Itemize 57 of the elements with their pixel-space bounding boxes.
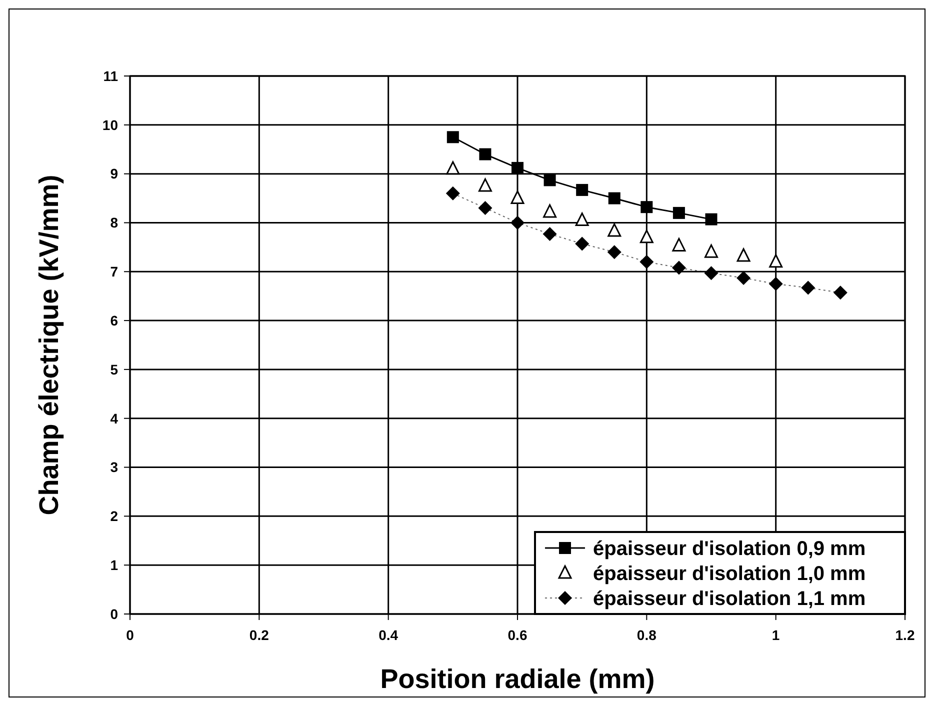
point xyxy=(704,266,718,280)
point xyxy=(704,244,718,258)
y-tick-label: 9 xyxy=(110,166,118,182)
y-tick-label: 11 xyxy=(103,68,118,84)
legend-label: épaisseur d'isolation 0,9 mm xyxy=(593,538,866,560)
point xyxy=(576,184,588,196)
point xyxy=(543,204,557,218)
point xyxy=(542,226,557,241)
point xyxy=(478,178,492,192)
point xyxy=(478,201,492,216)
point xyxy=(608,192,620,204)
point xyxy=(479,148,492,160)
x-tick-label: 0.4 xyxy=(378,627,398,643)
point xyxy=(705,213,718,226)
y-tick-label: 7 xyxy=(110,264,118,280)
y-tick-label: 5 xyxy=(110,361,118,378)
y-tick-label: 6 xyxy=(110,312,118,328)
point xyxy=(608,223,622,237)
y-tick-label: 4 xyxy=(110,410,118,426)
point xyxy=(736,270,751,285)
y-tick-label: 3 xyxy=(110,459,118,476)
x-tick-label: 0.8 xyxy=(636,627,657,643)
point xyxy=(510,216,524,230)
x-tick-label: 0.2 xyxy=(249,627,270,643)
y-tick-label: 1 xyxy=(110,556,118,573)
point xyxy=(833,286,848,300)
point xyxy=(607,245,622,260)
point xyxy=(575,236,590,251)
point xyxy=(640,201,653,214)
point xyxy=(672,238,686,252)
point xyxy=(672,206,685,219)
x-tick-label: 1 xyxy=(772,627,780,643)
point xyxy=(575,212,589,226)
legend-label: épaisseur d'isolation 1,0 mm xyxy=(593,563,866,585)
point xyxy=(446,186,460,200)
legend-label: épaisseur d'isolation 1,1 mm xyxy=(593,588,866,610)
x-tick-label: 0 xyxy=(126,627,134,643)
point xyxy=(640,254,654,269)
point xyxy=(769,254,783,268)
x-tick-label: 0.6 xyxy=(508,627,528,643)
y-tick-label: 2 xyxy=(110,508,118,524)
point xyxy=(736,248,750,262)
point xyxy=(512,162,524,174)
y-axis-title: Champ électrique (kV/mm) xyxy=(34,174,64,516)
point xyxy=(446,131,459,144)
y-tick-label: 8 xyxy=(110,214,118,231)
point xyxy=(672,260,686,275)
point xyxy=(544,174,556,186)
y-tick-label: 10 xyxy=(102,116,118,133)
y-tick-label: 0 xyxy=(110,606,118,622)
point xyxy=(446,161,460,175)
x-tick-label: 1.2 xyxy=(895,627,915,643)
point xyxy=(768,276,783,291)
point xyxy=(801,280,816,295)
point xyxy=(510,190,524,204)
x-axis-title: Position radiale (mm) xyxy=(380,664,655,694)
point xyxy=(640,230,654,244)
